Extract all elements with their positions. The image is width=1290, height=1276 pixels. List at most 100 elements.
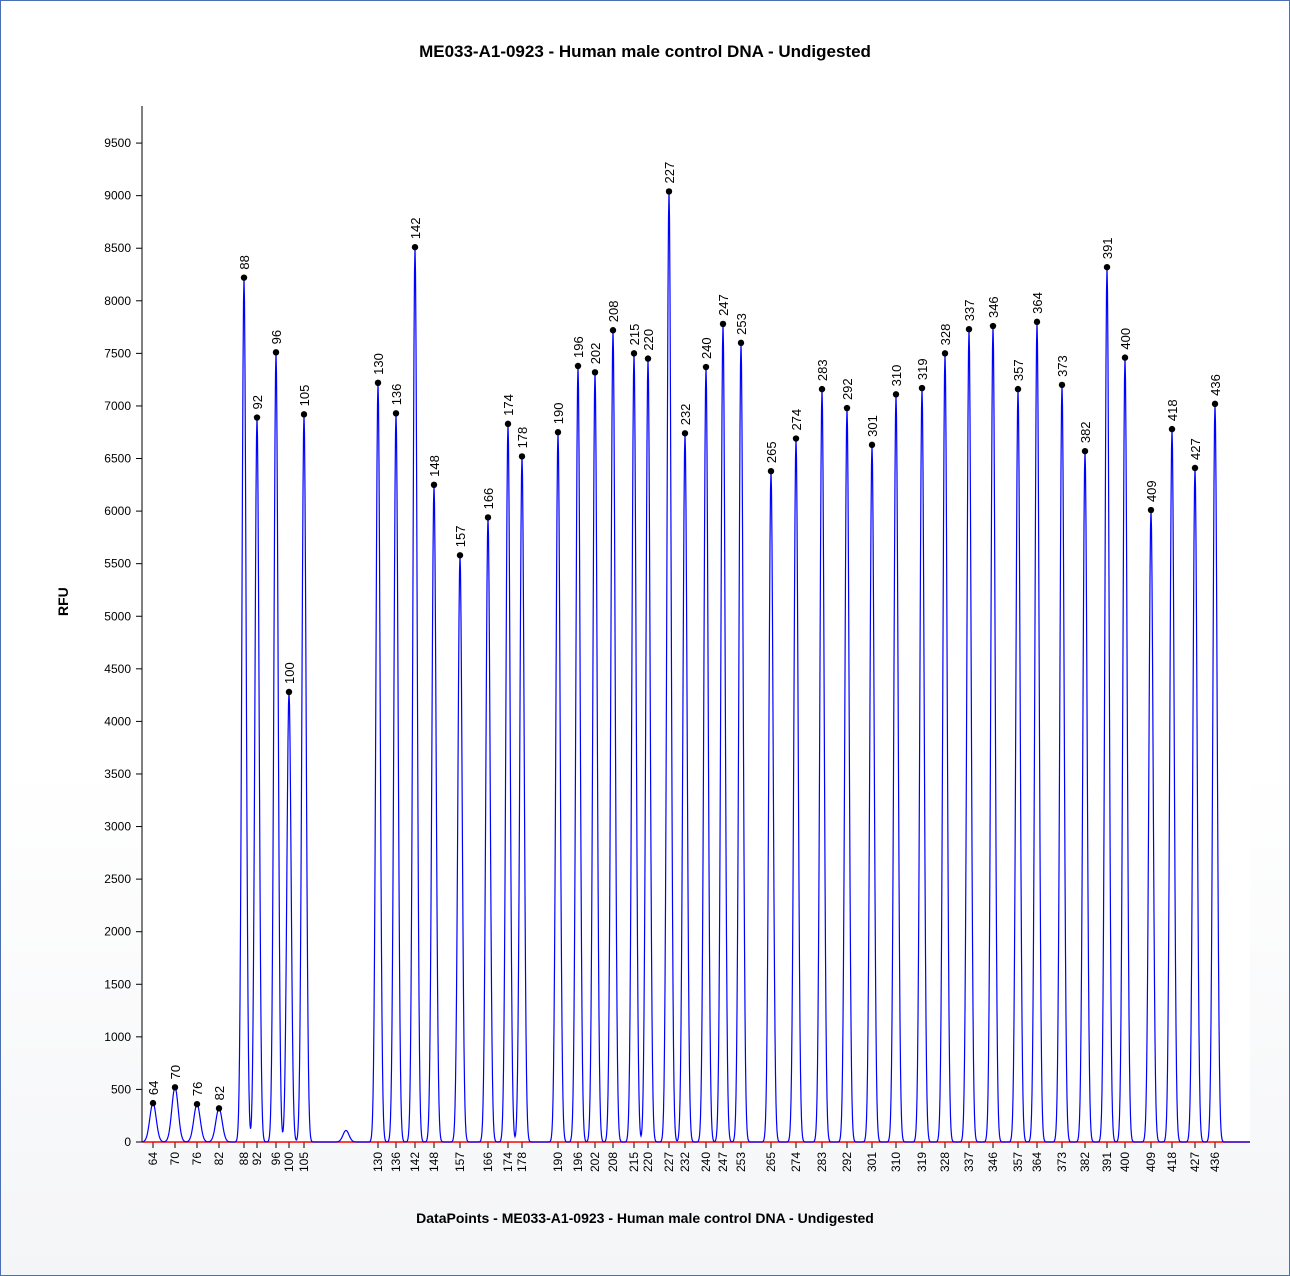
x-tick-label: 337	[962, 1152, 976, 1172]
peak-label: 196	[571, 336, 586, 358]
peak-marker	[1121, 354, 1129, 361]
y-axis: 0 500 1000 1500 2000 2500 3000 3500 4000 4500 5000…	[104, 106, 143, 1149]
peak-marker	[892, 391, 900, 398]
x-tick-label: 319	[915, 1152, 929, 1172]
x-tick-label: 196	[571, 1152, 585, 1172]
x-tick-label: 265	[764, 1152, 778, 1172]
peak-marker	[941, 350, 949, 357]
peak-marker	[484, 514, 492, 521]
peak-marker	[1191, 464, 1199, 472]
x-axis-label: DataPoints - ME033-A1-0923 - Human male …	[416, 1210, 874, 1226]
x-tick-label: 247	[716, 1152, 730, 1172]
y-tick-label: 5000	[104, 609, 131, 623]
y-tick-label: 8500	[104, 241, 131, 255]
peak-label: 96	[269, 330, 284, 344]
x-tick-label: 215	[627, 1152, 641, 1172]
peak-marker	[518, 453, 526, 460]
y-tick-label: 9000	[104, 189, 131, 203]
x-tick-label: 373	[1055, 1152, 1069, 1172]
x-tick-label: 190	[551, 1152, 565, 1172]
peak-marker	[1014, 385, 1022, 393]
peak-label: 70	[168, 1065, 183, 1079]
peak-label: 105	[297, 385, 312, 407]
peak-label: 227	[662, 162, 677, 184]
x-tick-label: 232	[678, 1152, 692, 1172]
x-tick-label: 208	[606, 1152, 620, 1172]
peak-marker	[737, 339, 745, 347]
peak-label: 247	[716, 294, 731, 316]
y-tick-label: 6500	[104, 452, 131, 466]
x-tick-label: 391	[1100, 1152, 1114, 1172]
peak-label: 136	[389, 384, 404, 406]
y-tick-label: 4000	[104, 714, 131, 728]
x-tick-label: 253	[734, 1152, 748, 1172]
peak-marker	[149, 1099, 157, 1107]
x-tick-label: 382	[1078, 1152, 1092, 1172]
peak-label: 130	[371, 353, 386, 375]
x-tick-label: 292	[840, 1152, 854, 1172]
peak-label: 400	[1118, 328, 1133, 350]
x-tick-label: 409	[1144, 1152, 1158, 1172]
y-tick-label: 5500	[104, 557, 131, 571]
peak-marker	[240, 274, 248, 281]
peak-label: 436	[1208, 374, 1223, 396]
y-tick-label: 3500	[104, 767, 131, 781]
peak-label: 142	[408, 217, 423, 239]
peak-marker	[1211, 400, 1219, 408]
peak-marker	[868, 441, 876, 449]
peak-marker	[681, 430, 689, 437]
peak-label: 157	[453, 526, 468, 548]
peak-label: 310	[889, 365, 904, 387]
y-tick-label: 2500	[104, 872, 131, 886]
x-tick-label: 418	[1165, 1152, 1179, 1172]
x-tick-label: 283	[815, 1152, 829, 1172]
peak-marker	[456, 552, 464, 559]
peak-marker	[215, 1105, 223, 1112]
peak-marker	[792, 435, 800, 442]
x-tick-label: 88	[237, 1152, 251, 1166]
peak-label: 92	[250, 395, 265, 409]
peak-label: 88	[237, 255, 252, 269]
x-tick-label: 240	[699, 1152, 713, 1172]
x-tick-label: 92	[250, 1152, 264, 1166]
peak-marker	[1147, 506, 1155, 514]
x-tick-label: 400	[1118, 1152, 1132, 1172]
peak-label: 215	[627, 324, 642, 346]
peak-label: 220	[641, 329, 656, 351]
y-tick-label: 3000	[104, 820, 131, 834]
x-tick-label: 357	[1011, 1152, 1025, 1172]
x-tick-label: 100	[282, 1152, 296, 1172]
peak-label: 265	[764, 441, 779, 463]
x-tick-label: 136	[389, 1152, 403, 1172]
x-tick-label: 64	[146, 1152, 160, 1166]
peak-marker	[665, 188, 673, 195]
y-tick-label: 7000	[104, 399, 131, 413]
x-tick-label: 328	[938, 1152, 952, 1172]
peak-marker	[1081, 447, 1089, 455]
peak-marker	[272, 349, 280, 356]
peak-label: 148	[427, 455, 442, 477]
chart-title: ME033-A1-0923 - Human male control DNA -…	[419, 42, 871, 61]
peak-marker	[1168, 425, 1176, 433]
y-tick-label: 9500	[104, 136, 131, 150]
peak-label: 382	[1078, 421, 1093, 443]
x-tick-label: 130	[371, 1152, 385, 1172]
y-tick-label: 7500	[104, 346, 131, 360]
peak-label: 82	[212, 1086, 227, 1100]
peak-marker	[193, 1100, 201, 1108]
peak-marker	[818, 385, 826, 393]
x-tick-label: 76	[190, 1152, 204, 1166]
peak-marker	[285, 688, 293, 696]
x-tick-label: 227	[662, 1152, 676, 1172]
peak-label: 64	[146, 1081, 161, 1095]
y-tick-label: 4500	[104, 662, 131, 676]
x-tick-label: 301	[865, 1152, 879, 1172]
y-tick-label: 1000	[104, 1030, 131, 1044]
peak-marker	[171, 1084, 179, 1091]
peak-label: 240	[699, 337, 714, 359]
peak-label: 418	[1165, 399, 1180, 421]
x-tick-label: 142	[408, 1152, 422, 1172]
x-tick-label: 202	[588, 1152, 602, 1172]
